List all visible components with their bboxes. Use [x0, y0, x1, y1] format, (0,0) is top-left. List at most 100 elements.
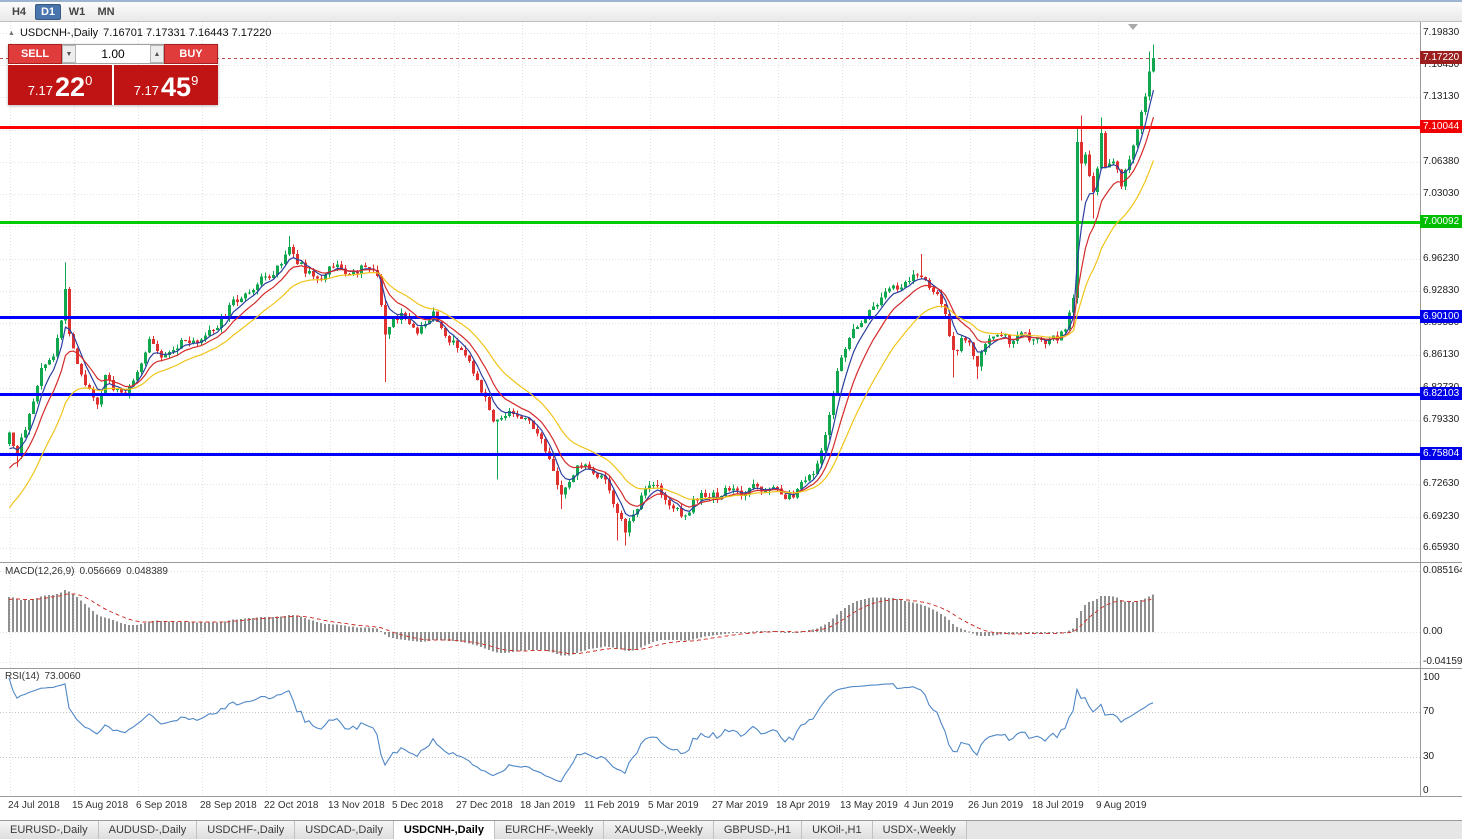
candle [916, 272, 919, 279]
sell-price-sup: 0 [85, 73, 93, 88]
candle [44, 364, 47, 372]
candle [812, 470, 815, 480]
chart-title: ▲ USDCNH-,Daily 7.16701 7.17331 7.16443 … [8, 27, 271, 39]
candle [1092, 172, 1095, 219]
candle [644, 486, 647, 499]
candle [1012, 340, 1015, 348]
macd-main-value: 0.056669 [79, 566, 122, 577]
candle [808, 474, 811, 482]
candle [1024, 331, 1027, 334]
buy-price-display[interactable]: 7.17 45 9 [114, 65, 218, 105]
candle [688, 512, 691, 516]
candle [660, 482, 663, 499]
chart-tab-gbpusd[interactable]: GBPUSD-,H1 [713, 821, 803, 839]
candle [304, 259, 307, 277]
candle [480, 379, 483, 395]
chart-canvas[interactable] [0, 0, 1462, 820]
candle [212, 328, 215, 334]
buy-price-main: 45 [161, 72, 192, 102]
candle [468, 355, 471, 363]
moving-averages-layer [9, 90, 1155, 517]
chart-tab-xauusd[interactable]: XAUUSD-,Weekly [604, 821, 714, 839]
timeframe-button-mn[interactable]: MN [97, 5, 115, 18]
candle [1144, 93, 1147, 116]
chart-tab-usdx[interactable]: USDX-,Weekly [872, 821, 967, 839]
chart-tab-audusd[interactable]: AUDUSD-,Daily [98, 821, 198, 839]
candle [1032, 339, 1035, 346]
candle [604, 471, 607, 485]
symbol-label: USDCNH-,Daily [19, 27, 99, 39]
grid-layer [0, 22, 1420, 796]
timeframe-button-d1[interactable]: D1 [35, 3, 61, 20]
candle [536, 424, 539, 437]
candle [600, 474, 603, 479]
sell-button[interactable]: SELL [8, 44, 62, 64]
candle [360, 264, 363, 278]
timeframe-button-h4[interactable]: H4 [11, 5, 27, 18]
collapse-icon[interactable]: ▲ [8, 29, 15, 37]
candle [568, 480, 571, 490]
sell-price-display[interactable]: 7.17 22 0 [8, 65, 112, 105]
candle [96, 397, 99, 409]
chart-tab-usdcnh[interactable]: USDCNH-,Daily [393, 821, 495, 839]
candle [364, 262, 367, 268]
buy-button[interactable]: BUY [164, 44, 218, 64]
candle [580, 462, 583, 469]
candle [680, 503, 683, 519]
chart-tab-ukoil[interactable]: UKOil-,H1 [802, 821, 873, 839]
candle [80, 363, 83, 377]
chart-tab-usdchf[interactable]: USDCHF-,Daily [197, 821, 296, 839]
timeframe-toolbar: H4 D1 W1 MN [0, 0, 1462, 22]
candle [616, 502, 619, 541]
volume-increase-button[interactable]: ▲ [150, 45, 164, 63]
rsi-layer [8, 677, 1154, 783]
candle [460, 346, 463, 351]
buy-price-sup: 9 [191, 73, 199, 88]
candle [560, 480, 563, 510]
candle [144, 351, 147, 366]
candle [624, 518, 627, 546]
candle [752, 479, 755, 490]
candle [108, 372, 111, 384]
candle [656, 480, 659, 488]
volume-decrease-button[interactable]: ▼ [62, 45, 76, 63]
candle [704, 489, 707, 499]
candle [904, 280, 907, 289]
candle [936, 289, 939, 296]
candle [1076, 128, 1079, 304]
candle [884, 287, 887, 300]
candle [1152, 44, 1155, 73]
candle [840, 355, 843, 372]
chart-tab-usdcad[interactable]: USDCAD-,Daily [295, 821, 394, 839]
macd-signal-line [8, 593, 1154, 655]
horizontal-lines-layer[interactable] [0, 126, 1420, 456]
candle [268, 274, 271, 281]
chart-tab-eurchf[interactable]: EURCHF-,Weekly [494, 821, 605, 839]
rsi-indicator-label: RSI(14) 73.0060 [5, 671, 81, 682]
candle [176, 344, 179, 355]
chart-tab-eurusd[interactable]: EURUSD-,Daily [0, 821, 99, 839]
candle [416, 326, 419, 336]
candle [300, 261, 303, 265]
candle [296, 249, 299, 266]
candle [628, 517, 631, 537]
candle [452, 335, 455, 346]
candle [564, 487, 567, 499]
candle [156, 340, 159, 355]
candle [804, 476, 807, 484]
candle [716, 488, 719, 504]
candle [1136, 128, 1139, 148]
candle [852, 324, 855, 339]
volume-stepper: ▼ 1.00 ▲ [62, 44, 164, 64]
candle [1148, 51, 1151, 101]
candle [504, 412, 507, 421]
candle [100, 390, 103, 408]
candle [896, 282, 899, 293]
candle [1104, 130, 1107, 169]
candle [488, 393, 491, 411]
candle [728, 486, 731, 492]
candle [1088, 150, 1091, 177]
candle [860, 320, 863, 328]
timeframe-button-w1[interactable]: W1 [68, 5, 86, 18]
volume-value[interactable]: 1.00 [101, 47, 125, 61]
